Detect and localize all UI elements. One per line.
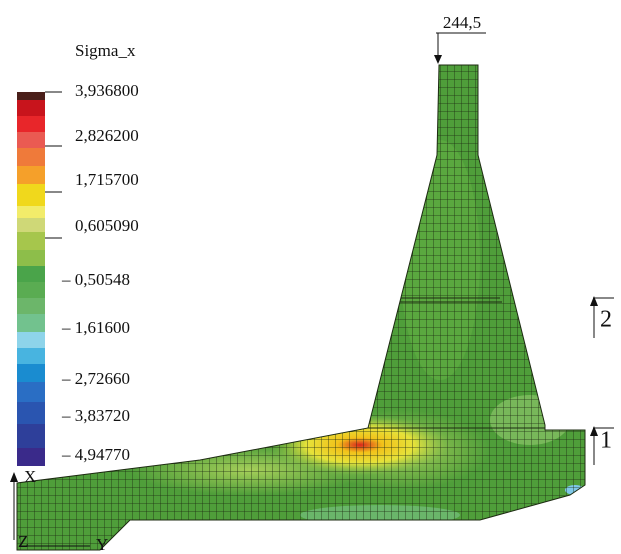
legend-label: – 4,94770 bbox=[61, 445, 130, 464]
fea-plot: Sigma_x 3,936800 2,826200 1,715700 0,605… bbox=[0, 0, 621, 554]
legend-label: – 0,50548 bbox=[61, 270, 130, 289]
axis-label: Y bbox=[96, 535, 108, 554]
legend-title: Sigma_x bbox=[75, 41, 136, 60]
legend-label: 1,715700 bbox=[75, 170, 139, 189]
legend-label: – 3,83720 bbox=[61, 406, 130, 425]
load-label: 244,5 bbox=[443, 13, 481, 32]
legend-label: 0,605090 bbox=[75, 216, 139, 235]
axis-label: Z bbox=[18, 532, 28, 551]
load-annotation: 244,5 bbox=[434, 13, 486, 64]
color-bar bbox=[17, 92, 45, 466]
legend-labels: 3,936800 2,826200 1,715700 0,605090 – 0,… bbox=[45, 81, 139, 464]
section-label: 1 bbox=[600, 428, 612, 454]
legend-label: – 2,72660 bbox=[61, 369, 130, 388]
legend-label: – 1,61600 bbox=[61, 318, 130, 337]
section-label: 2 bbox=[600, 307, 612, 333]
axis-label: X bbox=[24, 467, 36, 486]
section-markers: 2 1 bbox=[590, 296, 614, 465]
legend-label: 2,826200 bbox=[75, 126, 139, 145]
legend-label: 3,936800 bbox=[75, 81, 139, 100]
